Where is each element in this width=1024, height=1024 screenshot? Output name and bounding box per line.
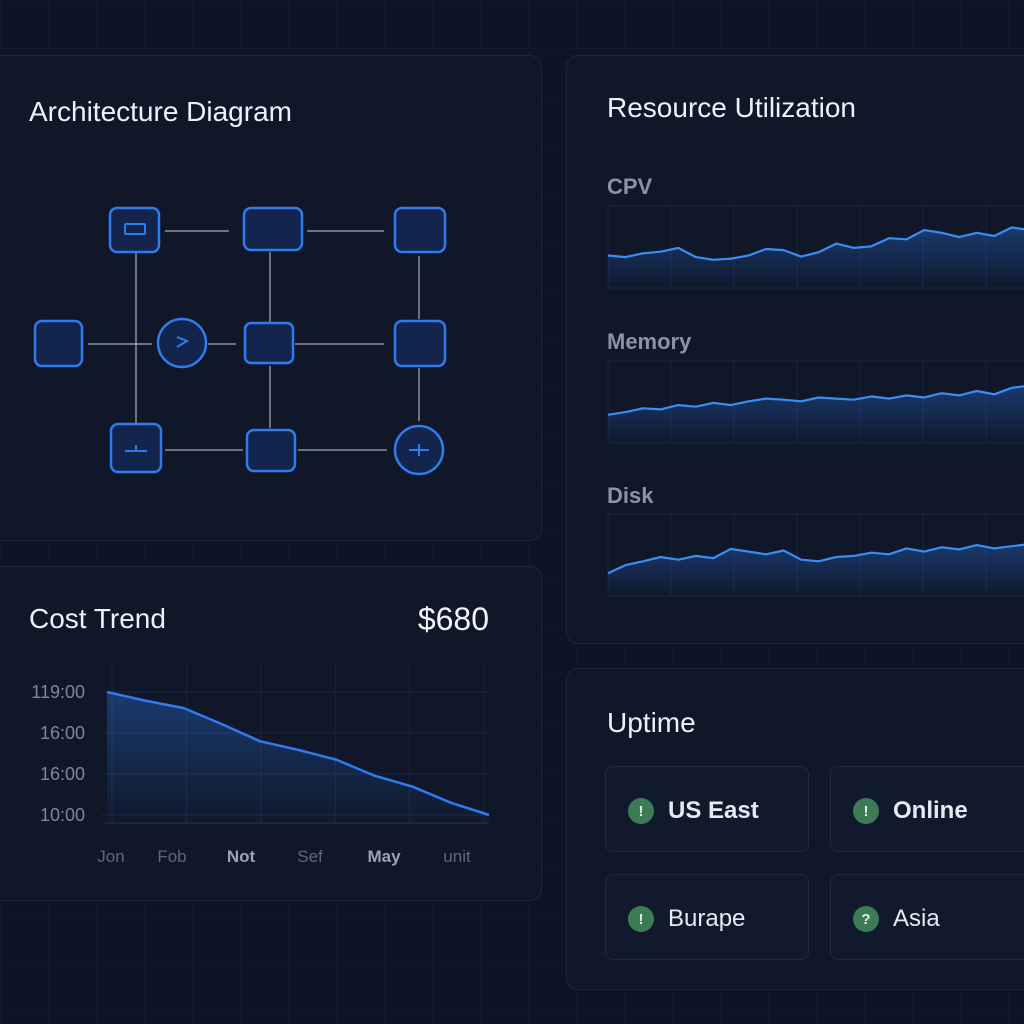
node-mid-center[interactable] [243, 321, 295, 365]
region-card-us-east[interactable]: ! US East [605, 766, 809, 852]
status-alert-icon: ! [628, 906, 654, 932]
region-label: Online [893, 797, 968, 824]
status-alert-icon: ! [628, 798, 654, 824]
sparkline-line [607, 226, 1024, 261]
node-bottom-center[interactable] [245, 428, 297, 473]
node-mid-right[interactable] [393, 319, 447, 368]
memory-label: Memory [607, 329, 692, 354]
arrow-icon [176, 336, 190, 348]
node-top-center[interactable] [242, 206, 304, 252]
y-tick-label: 16:00 [40, 723, 85, 743]
sparkline-area [608, 227, 1024, 288]
y-tick-label: 10:00 [40, 805, 85, 825]
architecture-panel: Architecture Diagram [0, 55, 542, 541]
x-tick-label: unit [443, 847, 471, 866]
resource-utilization-panel: Resource Utilization CPV Memory Disk [566, 55, 1024, 644]
architecture-diagram [33, 206, 447, 476]
server-icon [124, 223, 146, 235]
uptime-title: Uptime [607, 707, 696, 738]
disk-label: Disk [607, 483, 654, 508]
uptime-panel: Uptime ! US East ! Online ! Burape ? Asi… [566, 668, 1024, 990]
cost-total-value: $680 [417, 601, 489, 637]
architecture-title: Architecture Diagram [29, 96, 292, 127]
sparkline-area [608, 544, 1024, 596]
x-tick-label: Not [227, 847, 256, 866]
x-tick-label: Sef [297, 847, 323, 866]
region-label: US East [668, 797, 759, 824]
y-tick-label: 16:00 [40, 764, 85, 784]
region-card-online[interactable]: ! Online [830, 766, 1024, 852]
sparkline-area [608, 386, 1024, 443]
diagram-connectors [88, 230, 420, 451]
region-label: Burape [668, 905, 746, 932]
node-top-left[interactable] [108, 206, 161, 254]
sparkline-line [607, 543, 1024, 575]
node-mid-far-left[interactable] [33, 319, 84, 368]
cost-trend-chart: 119:00 16:00 16:00 10:00 Jon Fob Not Sef May unit [31, 662, 490, 866]
region-label: Asia [893, 905, 940, 932]
x-tick-label: Jon [97, 847, 124, 866]
region-card-burape[interactable]: ! Burape [605, 874, 809, 960]
y-tick-label: 119:00 [31, 682, 85, 702]
cost-area [107, 692, 489, 823]
node-top-right[interactable] [393, 206, 447, 254]
x-tick-label: May [367, 847, 401, 866]
plus-icon [409, 444, 429, 456]
region-card-asia[interactable]: ? Asia [830, 874, 1024, 960]
x-tick-label: Fob [157, 847, 186, 866]
resource-sparklines [607, 205, 1024, 597]
resource-utilization-title: Resource Utilization [607, 92, 856, 123]
status-alert-icon: ! [853, 798, 879, 824]
cost-trend-panel: Cost Trend $680 119:00 16:00 16:00 10:00 Jon… [0, 566, 542, 901]
cpu-label: CPV [607, 174, 653, 199]
terminal-icon [125, 445, 147, 452]
sparkline-line [607, 385, 1024, 416]
status-question-icon: ? [853, 906, 879, 932]
cost-trend-title: Cost Trend [29, 603, 166, 634]
